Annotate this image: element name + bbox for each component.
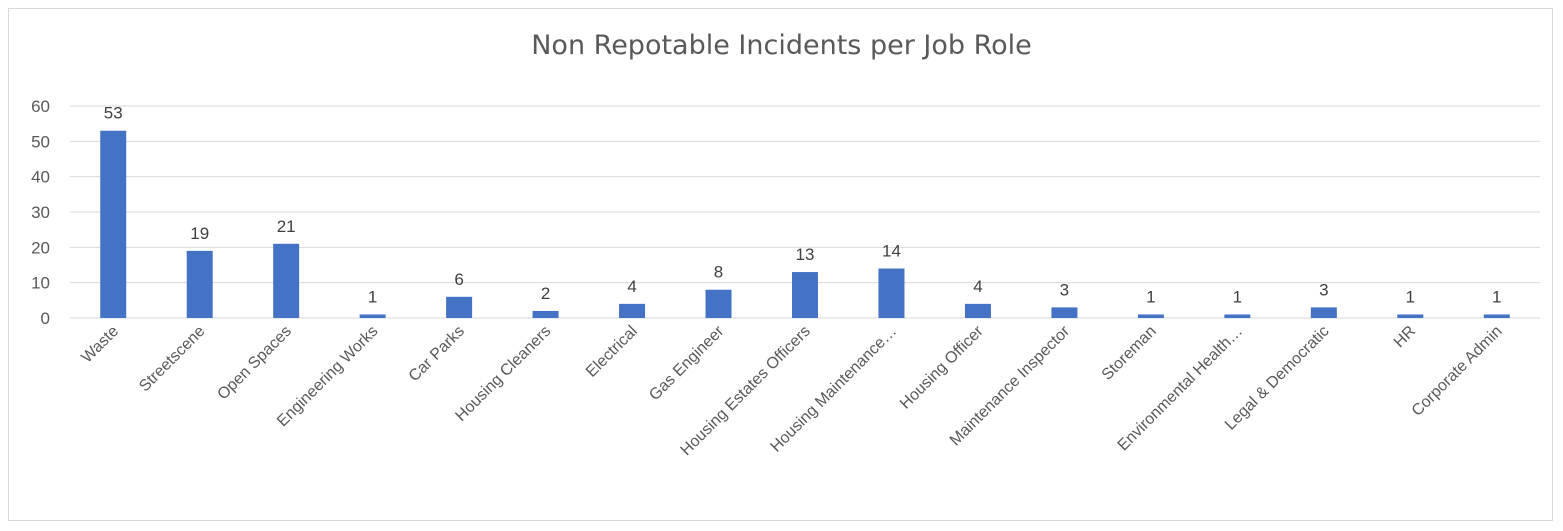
data-label: 1 — [1492, 287, 1501, 306]
bar — [964, 303, 991, 318]
data-label: 6 — [454, 270, 463, 289]
y-axis: 0 10 20 30 40 50 60 — [31, 97, 50, 328]
y-tick-label: 30 — [31, 203, 50, 222]
bar — [1224, 314, 1251, 318]
data-label: 4 — [627, 277, 636, 296]
data-label: 21 — [277, 217, 296, 236]
x-tick-label: Waste — [78, 323, 122, 367]
bar — [1051, 307, 1078, 318]
x-tick-label: Housing Cleaners — [452, 323, 554, 425]
chart-title: Non Repotable Incidents per Job Role — [531, 30, 1032, 61]
bar — [359, 314, 386, 318]
bars — [100, 130, 1510, 318]
data-label: 19 — [190, 224, 209, 243]
data-label: 1 — [1233, 287, 1242, 306]
x-tick-label: Streetscene — [136, 323, 208, 395]
y-tick-label: 60 — [31, 97, 50, 116]
chart-area — [8, 8, 1553, 521]
x-tick-label: Corporate Admin — [1409, 323, 1506, 420]
data-label: 1 — [1146, 287, 1155, 306]
data-label: 53 — [104, 104, 123, 123]
y-tick-label: 10 — [31, 274, 50, 293]
bar — [1397, 314, 1424, 318]
bar — [705, 289, 732, 318]
y-tick-label: 40 — [31, 168, 50, 187]
data-label: 1 — [368, 287, 377, 306]
y-tick-label: 0 — [41, 309, 50, 328]
bar — [186, 250, 213, 318]
data-label: 14 — [882, 242, 901, 261]
x-tick-label: Electrical — [583, 323, 641, 381]
data-label: 8 — [714, 263, 723, 282]
data-label: 3 — [1319, 280, 1328, 299]
bar — [1137, 314, 1164, 318]
bar — [100, 130, 127, 318]
data-label: 3 — [1060, 280, 1069, 299]
x-tick-label: Storeman — [1099, 323, 1160, 384]
bar — [1310, 307, 1337, 318]
y-tick-label: 50 — [31, 132, 50, 151]
bar — [619, 303, 646, 318]
bar — [792, 272, 818, 318]
x-tick-label: Open Spaces — [214, 323, 295, 404]
bar — [878, 268, 905, 318]
data-label: 1 — [1406, 287, 1415, 306]
gridlines — [70, 105, 1540, 319]
data-label: 13 — [796, 245, 815, 264]
x-tick-label: Car Parks — [406, 323, 468, 385]
bar — [446, 296, 473, 318]
y-tick-label: 20 — [31, 238, 50, 257]
bar — [532, 310, 559, 318]
data-label: 4 — [973, 277, 982, 296]
x-tick-label: Gas Engineer — [646, 322, 728, 404]
data-label: 2 — [541, 284, 550, 303]
x-tick-label: Housing Officer — [897, 322, 987, 412]
x-tick-label: HR — [1391, 323, 1419, 351]
bar — [273, 243, 300, 318]
bar — [1483, 314, 1510, 318]
